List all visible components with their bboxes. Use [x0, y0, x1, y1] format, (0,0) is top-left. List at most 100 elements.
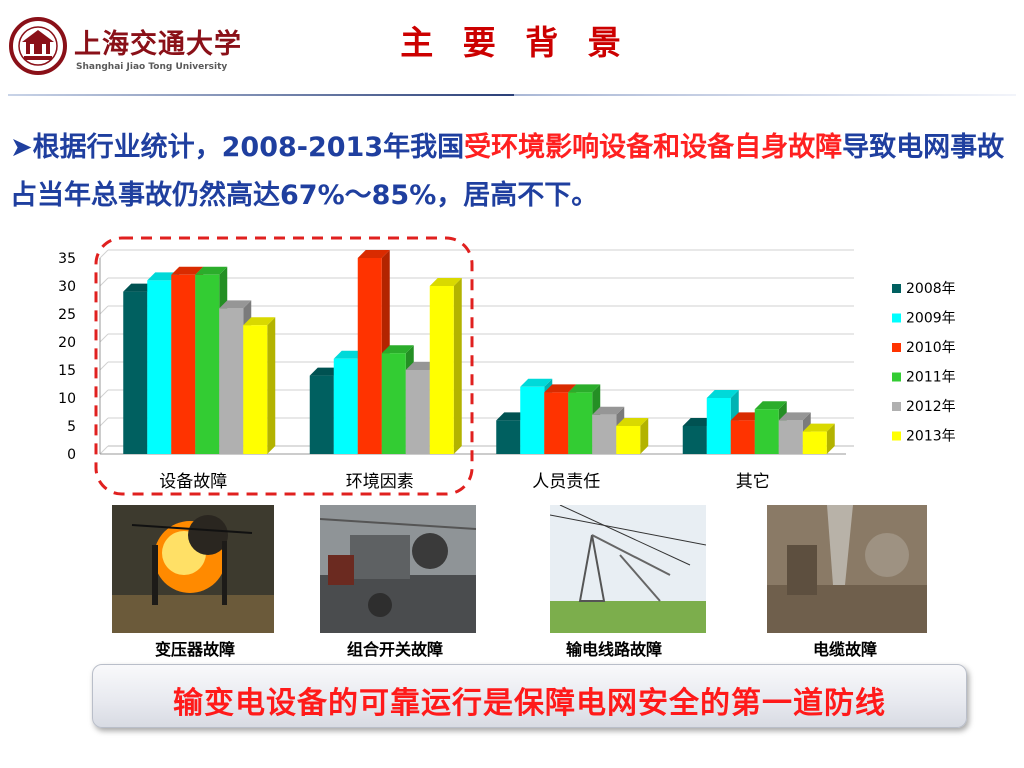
x-tick-label: 其它 [736, 472, 770, 492]
header-divider-left [8, 94, 514, 96]
bar-top [243, 317, 276, 326]
caption-switchgear-fault: 组合开关故障 [346, 640, 443, 659]
highlight-box [94, 236, 474, 496]
bar [123, 291, 148, 454]
photo-cable-fault [767, 505, 927, 633]
y-tick-label: 20 [58, 335, 76, 351]
legend-label: 2009年 [906, 311, 956, 327]
photo-transformer-fault [112, 505, 274, 633]
bar [616, 426, 641, 454]
bar-top [706, 390, 739, 398]
conclusion-banner: 输变电设备的可靠运行是保障电网安全的第一道防线 [92, 664, 967, 728]
gridline-side [99, 305, 109, 315]
bar [381, 353, 406, 454]
legend-swatch [892, 402, 901, 411]
legend-label: 2012年 [906, 399, 956, 415]
logo-chinese-name: 上海交通大学 [74, 29, 242, 60]
bar-top [544, 384, 577, 393]
bar [520, 386, 545, 454]
y-tick-label: 5 [67, 419, 76, 435]
bar-side [826, 423, 835, 454]
bar-top [802, 423, 835, 432]
bar [195, 274, 220, 454]
bar [778, 420, 803, 454]
bar [802, 431, 827, 454]
photo-transmission-line-fault [550, 505, 706, 633]
bar [496, 420, 521, 454]
logo-english-name: Shanghai Jiao Tong University [76, 62, 228, 72]
legend-swatch [892, 372, 901, 382]
bullet-text-part1: 根据行业统计，2008-2013年我国 [32, 132, 465, 163]
gridline-side [99, 249, 109, 259]
bar-side [267, 317, 276, 454]
y-tick-label: 10 [58, 391, 76, 407]
gridline-side [99, 361, 109, 371]
page-title: 主 要 背 景 [400, 23, 630, 62]
x-tick-label: 人员责任 [532, 472, 600, 492]
bullet-marker-icon: ➤ [10, 132, 33, 163]
legend-label: 2011年 [906, 370, 956, 386]
caption-transmission-line-fault: 输电线路故障 [565, 640, 662, 659]
caption-transformer-fault: 变压器故障 [154, 640, 235, 659]
x-tick-label: 环境因素 [346, 472, 414, 492]
bullet-text-highlight: 受环境影响设备和设备自身故障 [464, 132, 843, 163]
bar [147, 280, 172, 454]
photo-switchgear-fault [320, 505, 476, 633]
y-tick-label: 25 [58, 307, 76, 323]
bar-side [640, 418, 649, 454]
gridline-side [99, 417, 109, 427]
bar [592, 414, 617, 454]
bar [243, 325, 268, 454]
bar-top [616, 418, 649, 426]
y-tick-label: 35 [58, 251, 76, 267]
gridline-side [99, 277, 109, 287]
legend-label: 2008年 [906, 281, 956, 297]
bar [429, 286, 454, 454]
header-divider-right [514, 94, 1016, 96]
bar [219, 308, 244, 454]
bar-top [568, 384, 601, 393]
bar-top [195, 266, 228, 275]
legend-swatch [892, 343, 901, 352]
bar-top [592, 406, 625, 415]
legend-label: 2013年 [906, 429, 956, 445]
university-seal-icon [9, 17, 67, 75]
bar-top [520, 378, 553, 387]
bar-top [357, 250, 390, 258]
bar-top [754, 401, 787, 410]
gridline-side [99, 333, 109, 343]
bar [309, 375, 334, 454]
caption-cable-fault: 电缆故障 [812, 640, 877, 659]
bar [405, 370, 430, 454]
bar-top [778, 412, 811, 421]
legend-label: 2010年 [906, 340, 956, 356]
bar [544, 392, 569, 454]
bar [357, 258, 382, 454]
y-tick-label: 0 [67, 447, 76, 463]
gridline-side [99, 389, 109, 399]
legend-swatch [892, 431, 901, 441]
bar-top [219, 300, 252, 309]
bar [171, 274, 196, 454]
bar-top [171, 266, 204, 275]
fault-causes-bar-chart: 0 5 10 15 20 25 30 35 设备故障 环境因素 人员责任 其它 2008年 2009年 20… [58, 236, 956, 496]
conclusion-text: 输变电设备的可靠运行是保障电网安全的第一道防线 [173, 686, 886, 721]
bar [706, 398, 731, 454]
bar [568, 392, 593, 454]
x-tick-label: 设备故障 [159, 472, 227, 492]
bar [754, 409, 779, 454]
legend-swatch [892, 284, 901, 293]
bar-side [453, 278, 462, 454]
legend-swatch [892, 313, 901, 323]
bar [730, 420, 755, 454]
bar-top [429, 278, 462, 286]
bullet-statement: ➤根据行业统计，2008-2013年我国受环境影响设备和设备自身故障导致电网事故… [10, 124, 1010, 220]
y-tick-label: 30 [58, 279, 76, 295]
bar [682, 426, 707, 454]
bar-top [381, 345, 414, 354]
y-tick-label: 15 [58, 363, 76, 379]
bar [333, 358, 358, 454]
university-logo: 上海交通大学 Shanghai Jiao Tong University [8, 14, 248, 76]
gridline-side [99, 445, 109, 455]
bullet-text-part3: 导致电网事故占当年总事故仍然高达67%～85%，居高不下。 [10, 132, 1005, 211]
